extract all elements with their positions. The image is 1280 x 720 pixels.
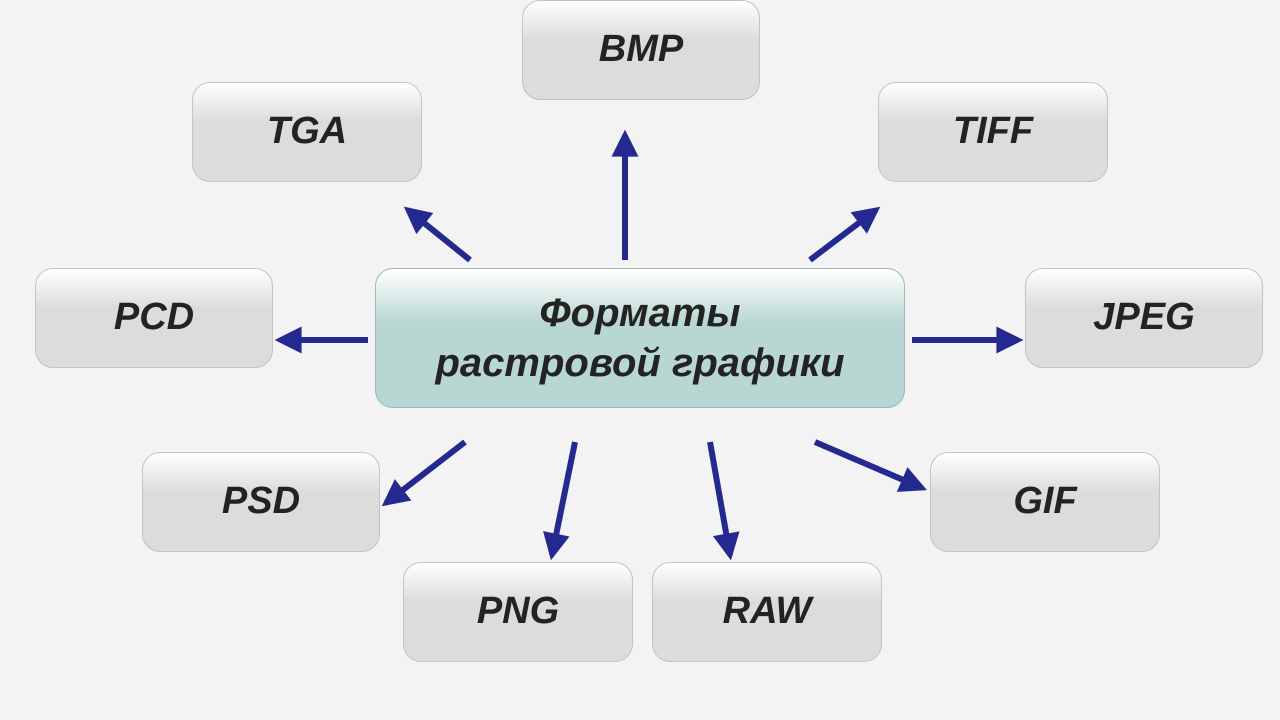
diagram-stage: Форматы растровой графики BMP TGA TIFF PCD JP… [0, 0, 1280, 720]
center-node: Форматы растровой графики [375, 268, 905, 408]
arrow-5 [386, 442, 465, 503]
node-png: PNG [403, 562, 633, 662]
node-bmp: BMP [522, 0, 760, 100]
node-tga: TGA [192, 82, 422, 182]
node-jpeg: JPEG [1025, 268, 1263, 368]
arrow-7 [552, 442, 575, 555]
arrow-6 [815, 442, 922, 488]
node-gif: GIF [930, 452, 1160, 552]
arrow-2 [810, 210, 876, 260]
node-tiff: TIFF [878, 82, 1108, 182]
arrow-1 [408, 210, 470, 260]
arrow-8 [710, 442, 730, 555]
node-pcd: PCD [35, 268, 273, 368]
node-psd: PSD [142, 452, 380, 552]
node-raw: RAW [652, 562, 882, 662]
